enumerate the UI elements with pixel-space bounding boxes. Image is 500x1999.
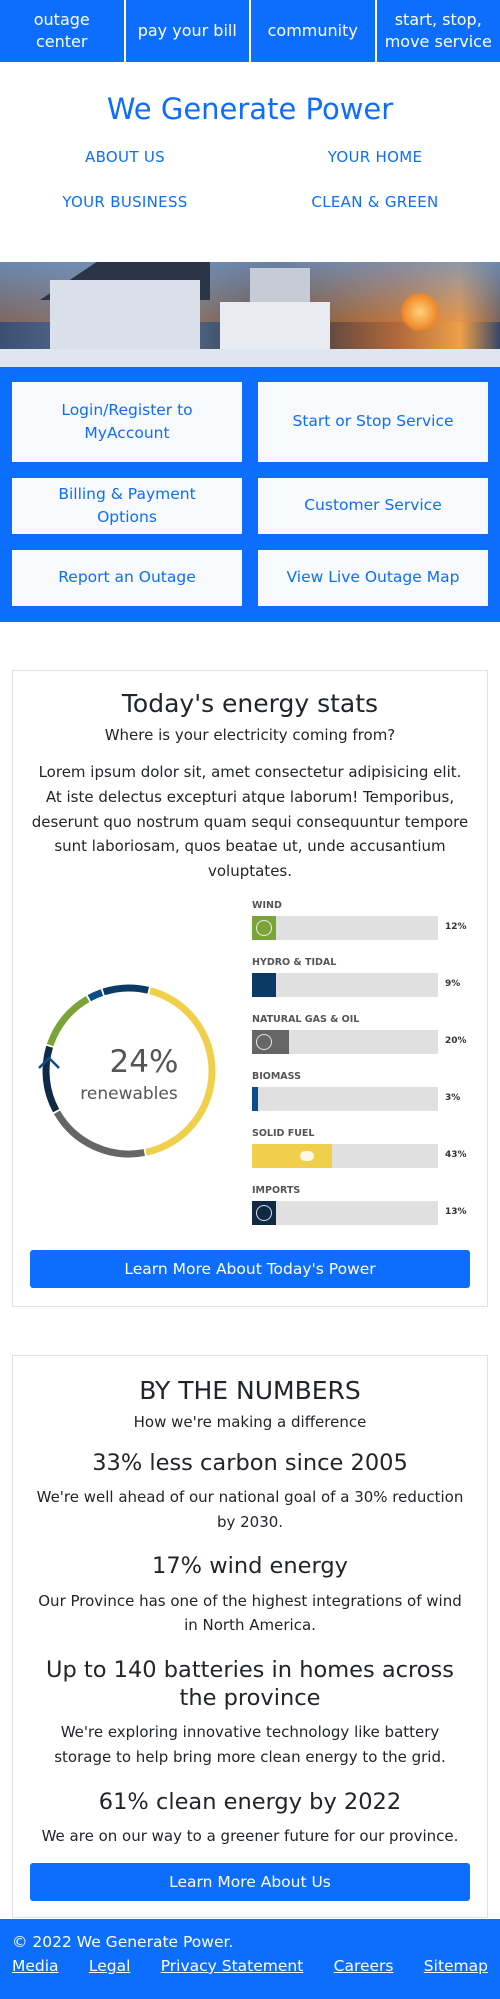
energy-stats-title: Today's energy stats [121,689,379,718]
bar-label: HYDRO & TIDAL [252,956,337,968]
bar-track [252,972,438,997]
numbers-title: BY THE NUMBERS [139,1375,361,1405]
energy-stats-subtitle: Where is your electricity coming from? [104,726,396,744]
subnav-about-us[interactable]: ABOUT US [85,148,165,166]
fact-title: 61% clean energy by 2022 [98,1788,402,1815]
footer-link-privacy[interactable]: Privacy Statement [160,1957,304,1975]
start-stop-service-button[interactable]: Start or Stop Service [258,382,488,462]
bar-hydro-tidal [252,972,276,997]
bar-label: SOLID FUEL [252,1127,315,1139]
fact-text: We're exploring innovative technology li… [54,1723,446,1766]
customer-service-button[interactable]: Customer Service [258,478,488,534]
bar-row: IMPORTS 13% [252,1185,470,1242]
bar-label: IMPORTS [252,1184,301,1196]
chevron-up-icon [38,1055,60,1069]
fact-text: We're well ahead of our national goal of… [36,1487,464,1531]
numbers-subtitle: How we're making a difference [133,1412,367,1431]
report-outage-button[interactable]: Report an Outage [12,550,242,606]
energy-stats-paragraph: Lorem ipsum dolor sit, amet consectetur … [31,763,469,880]
subnav-your-home[interactable]: YOUR HOME [327,148,423,166]
site-title[interactable]: We Generate Power [106,92,394,126]
bar-solid-fuel [252,1143,332,1168]
footer: © 2022 We Generate Power. Media Legal Pr… [0,1919,500,1999]
nav-community[interactable]: community [249,0,375,62]
bar-label: NATURAL GAS & OIL [252,1013,360,1025]
quick-links: Login/Register to MyAccount Start or Sto… [0,367,500,622]
bar-value: 43% [445,1149,467,1160]
bar-row: HYDRO & TIDAL 9% [252,957,470,1014]
donut-segment-wind [46,995,90,1046]
bar-value: 12% [445,921,467,932]
learn-more-about-us-button[interactable]: Learn More About Us [30,1862,470,1901]
footer-links: Media Legal Privacy Statement Careers Si… [12,1957,488,1975]
bar-row: BIOMASS 3% [252,1071,470,1128]
bar-row: SOLID FUEL 43% [252,1128,470,1185]
nav-pay-your-bill[interactable]: pay your bill [123,0,250,62]
numbers-card: BY THE NUMBERS How we're making a differ… [12,1354,488,1918]
donut-segment-hydro-tidal [102,984,150,996]
top-nav: outage center pay your bill community st… [0,0,500,62]
renewables-donut: 24% renewables [30,900,250,1236]
bar-row: WIND 12% [252,900,470,957]
wind-icon [256,919,272,936]
bar-value: 13% [445,1206,467,1217]
login-register-button[interactable]: Login/Register to MyAccount [12,382,242,462]
bar-track [252,1086,438,1111]
nav-outage-center[interactable]: outage center [33,9,90,51]
hero-image [0,262,500,367]
bar-track [252,1029,438,1054]
energy-chart: 24% renewables WIND 12% HYDRO & TIDAL 9% NAT… [30,900,470,1236]
renewables-caption: renewables [80,1083,178,1104]
energy-bars: WIND 12% HYDRO & TIDAL 9% NATURAL GAS & OIL 2… [250,900,470,1236]
fact-text: We are on our way to a greener future fo… [41,1826,459,1845]
globe-icon [256,1204,272,1221]
bar-value: 3% [445,1092,461,1103]
section-nav: ABOUT US YOUR HOME YOUR BUSINESS CLEAN &… [0,148,500,222]
renewables-percent: 24% [109,1043,179,1080]
energy-stats-card: Today's energy stats Where is your elect… [12,670,488,1307]
flame-icon [256,1033,272,1050]
donut-segment-imports [42,1045,60,1113]
learn-more-power-button[interactable]: Learn More About Today's Power [30,1249,470,1288]
bar-value: 9% [445,978,461,989]
bar-label: BIOMASS [252,1070,301,1082]
bar-track [252,1143,438,1168]
fact-title: 17% wind energy [152,1553,348,1580]
footer-link-sitemap[interactable]: Sitemap [423,1957,488,1975]
view-outage-map-button[interactable]: View Live Outage Map [258,550,488,606]
fact-text: Our Province has one of the highest inte… [38,1591,462,1635]
footer-link-media[interactable]: Media [12,1957,59,1975]
fact-title: 33% less carbon since 2005 [92,1449,408,1476]
cloud-icon [300,1150,314,1161]
subnav-your-business[interactable]: YOUR BUSINESS [62,193,188,211]
fact-title: Up to 140 batteries in homes across the … [46,1657,454,1712]
bar-track [252,915,438,940]
footer-link-legal[interactable]: Legal [88,1957,131,1975]
subnav-clean-green[interactable]: CLEAN & GREEN [311,193,439,211]
billing-payment-button[interactable]: Billing & Payment Options [12,478,242,534]
bar-value: 20% [445,1035,467,1046]
donut-segment-solid-fuel [145,987,216,1156]
bar-label: WIND [252,899,282,911]
footer-link-careers[interactable]: Careers [333,1957,394,1975]
donut-segment-natural-gas-oil [53,1110,145,1158]
bar-track [252,1200,438,1225]
nav-start-stop-move[interactable]: start, stop, move service [374,0,500,62]
bar-row: NATURAL GAS & OIL 20% [252,1014,470,1071]
copyright: © 2022 We Generate Power. [12,1933,234,1951]
bar-biomass [252,1086,258,1111]
donut-segment-biomass [87,988,104,1001]
